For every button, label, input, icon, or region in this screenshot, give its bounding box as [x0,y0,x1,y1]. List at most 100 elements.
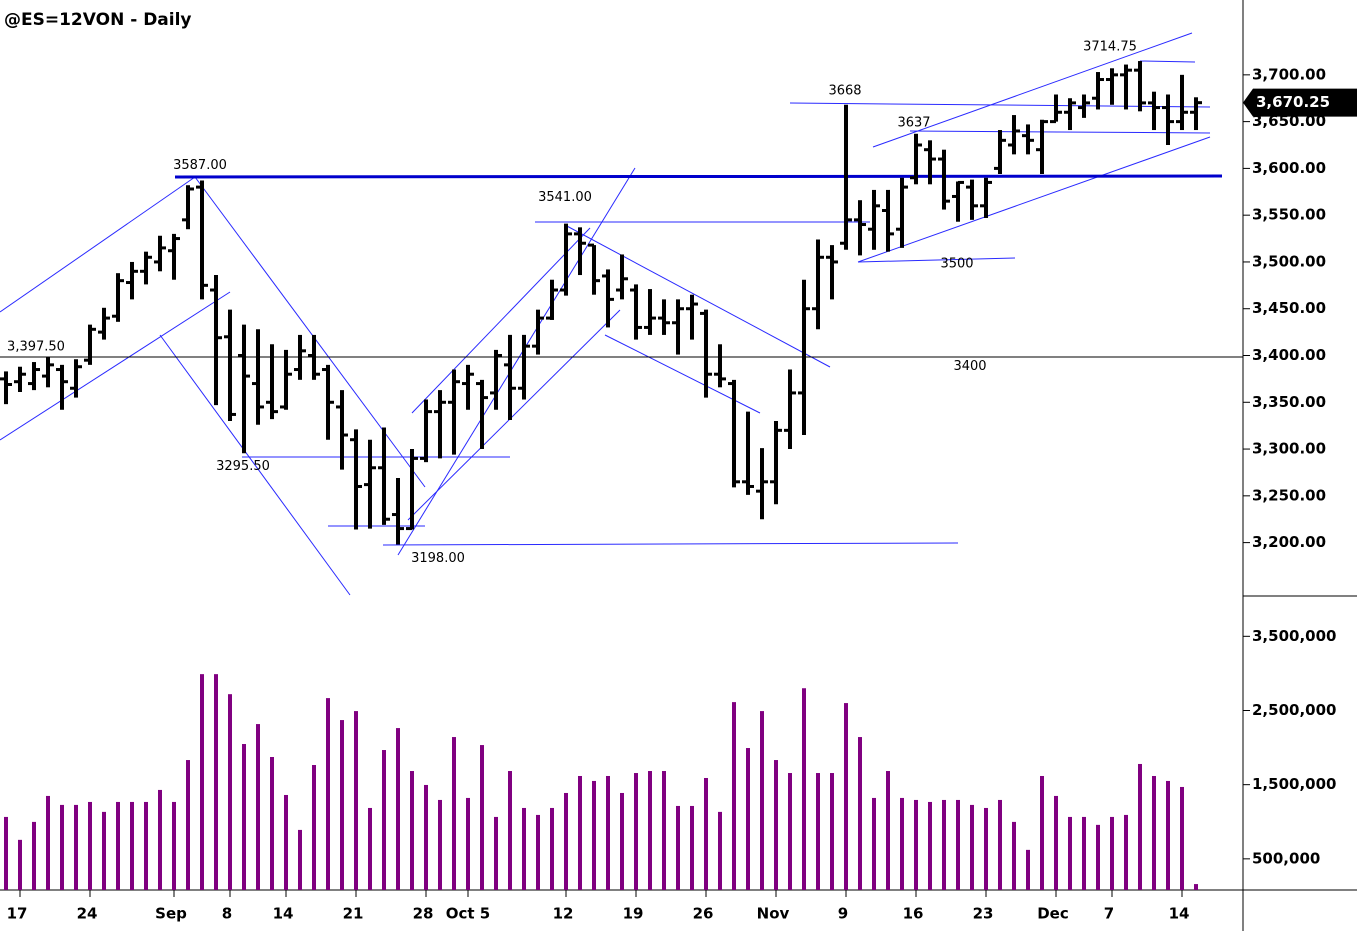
last-price-label: 3,670.25 [1256,93,1330,111]
volume-bar [788,773,792,890]
volume-bar [1040,775,1044,890]
y-tick-label: 1,500,000 [1252,775,1336,793]
volume-bar [676,805,680,890]
volume-bar [844,703,848,890]
volume-bar [4,816,8,890]
y-tick-label: 3,350.00 [1252,393,1326,411]
annotation: 3714.75 [1083,40,1137,55]
volume-bar [536,814,540,890]
volume-bar [438,799,442,890]
volume-bar [984,807,988,890]
annotation: 3,397.50 [7,339,65,354]
volume-bar [746,748,750,890]
annotation: 3587.00 [173,158,227,173]
y-tick-label: 500,000 [1252,849,1320,867]
volume-bar [1180,786,1184,890]
annotation: 3400 [953,359,986,374]
x-tick-label: 23 [973,905,994,923]
trend-line [0,176,196,313]
volume-bar [144,801,148,890]
volume-bar [1054,795,1058,890]
y-tick-label: 3,550.00 [1252,206,1326,224]
trend-line [872,32,1193,148]
x-tick-label: 26 [693,905,714,923]
trend-line [382,542,959,546]
volume-bar [564,792,568,890]
volume-bar [760,711,764,890]
volume-bar [368,807,372,890]
volume-bar [172,801,176,890]
volume-bar [606,775,610,890]
y-tick-label: 3,600.00 [1252,159,1326,177]
volume-bar [74,804,78,890]
x-tick-label: 9 [838,905,848,923]
volume-bar [718,811,722,890]
x-tick-label: 24 [77,905,98,923]
volume-bar [816,773,820,890]
trend-line [564,224,831,368]
volume-bar [270,757,274,890]
y-tick-label: 3,250.00 [1252,486,1326,504]
volume-bar [508,771,512,890]
x-tick-label: 8 [222,905,232,923]
chart-title: @ES=12VON - Daily [4,10,192,30]
volume-bar [1096,824,1100,890]
volume-bar [466,797,470,890]
volume-bar [186,760,190,890]
volume-bar [242,744,246,890]
x-tick-label: 14 [273,905,294,923]
volume-bar [326,698,330,890]
volume-bar [620,792,624,890]
x-tick-label: 21 [343,905,364,923]
volume-bar [900,797,904,890]
volume-bar [494,816,498,890]
volume-bar [480,745,484,890]
volume-bar [200,674,204,890]
volume-bar [298,829,302,890]
volume-bar [1012,821,1016,890]
volume-bar [284,794,288,890]
volume-bar [354,711,358,890]
trend-line [407,309,621,521]
volume-bar [522,807,526,890]
volume-bar [312,765,316,890]
annotation: 3541.00 [538,190,592,205]
y-tick-label: 3,300.00 [1252,440,1326,458]
x-tick-label: Dec [1037,905,1069,923]
annotation: 3668 [828,83,861,98]
volume-bar [914,799,918,890]
x-tick-label: 7 [1104,905,1114,923]
volume-bar [1082,816,1086,890]
volume-bar [928,801,932,890]
volume-bar [690,805,694,890]
volume-bar [774,760,778,890]
volume-bar [452,737,456,890]
y-tick-label: 3,700.00 [1252,65,1326,83]
trend-line [194,176,426,488]
x-tick-label: 14 [1169,905,1190,923]
trend-line [857,257,1016,263]
volume-bar [1110,816,1114,890]
volume-bar [116,801,120,890]
volume-bar [256,724,260,890]
volume-bar [1152,775,1156,890]
annotation: 3637 [897,115,930,130]
volume-bar [60,804,64,890]
volume-bar [858,737,862,890]
volume-bar [424,784,428,890]
volume-bar [830,773,834,890]
volume-bar [46,795,50,890]
y-tick-label: 2,500,000 [1252,701,1336,719]
annotation: 3198.00 [411,551,465,566]
volume-bar [802,688,806,890]
x-tick-label: 19 [623,905,644,923]
volume-bar [998,799,1002,890]
trend-line [1139,60,1196,63]
volume-bar [1194,884,1198,890]
volume-bar [1068,816,1072,890]
trend-line [0,291,231,441]
volume-bar [1124,814,1128,890]
volume-bar [1166,780,1170,890]
